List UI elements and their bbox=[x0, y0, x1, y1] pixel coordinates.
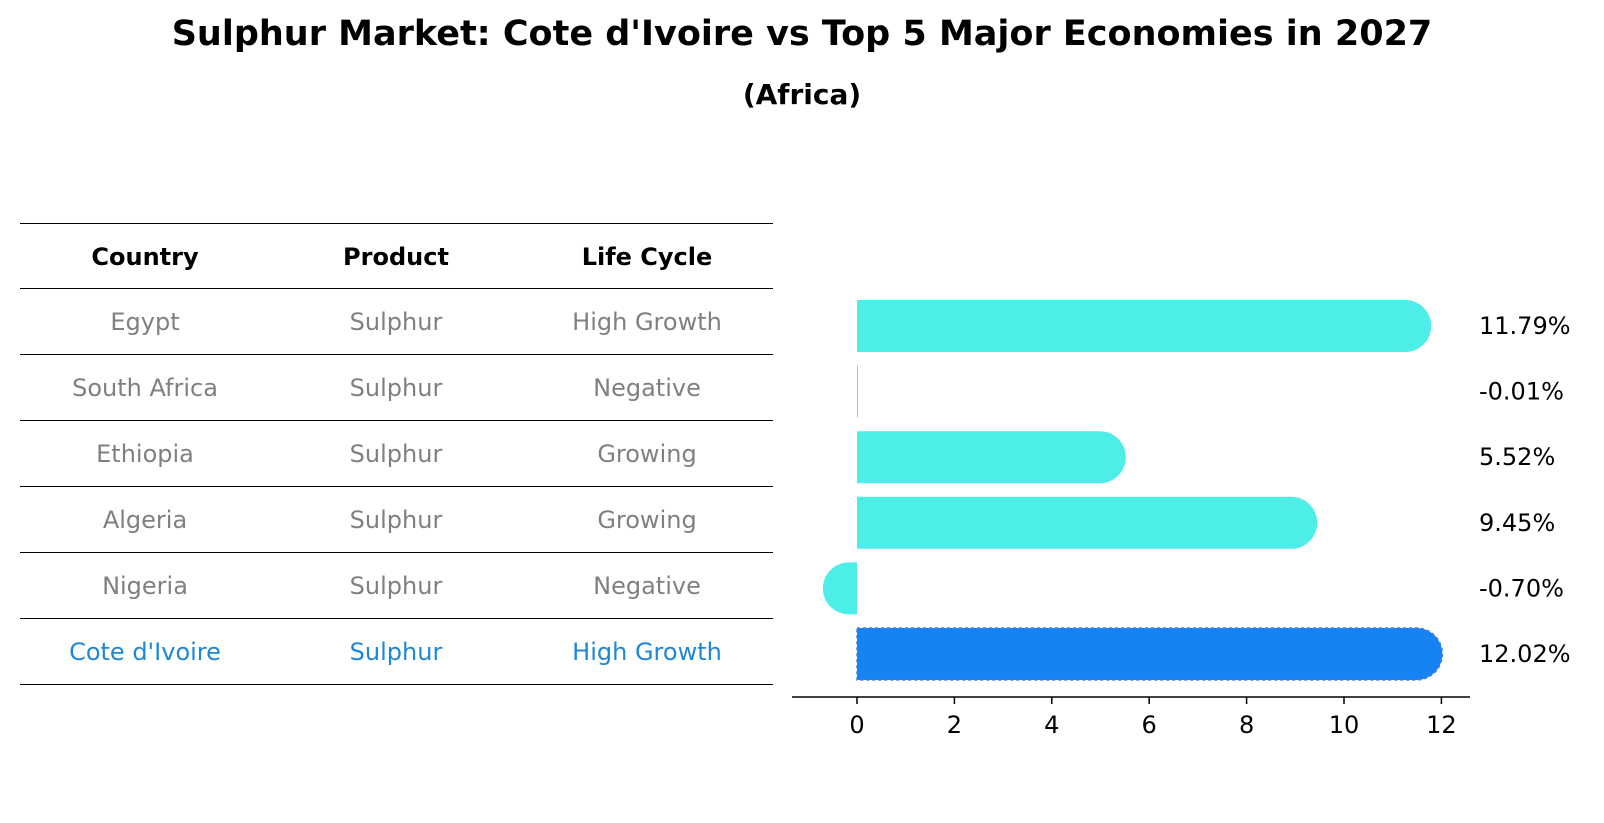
data-label: 11.79% bbox=[1479, 312, 1571, 340]
cell-country: Egypt bbox=[110, 308, 180, 336]
x-tick-label: 0 bbox=[849, 711, 864, 739]
comparison-table: Country Product Life Cycle Egypt Sulphur… bbox=[20, 223, 773, 685]
header-life-cycle: Life Cycle bbox=[581, 243, 713, 271]
data-label: 5.52% bbox=[1479, 443, 1555, 471]
cell-life-cycle: High Growth bbox=[572, 638, 722, 666]
cell-product: Sulphur bbox=[349, 506, 443, 534]
header-product: Product bbox=[343, 243, 449, 271]
x-tick-label: 8 bbox=[1239, 711, 1254, 739]
cell-life-cycle: Growing bbox=[597, 506, 697, 534]
cell-life-cycle: Negative bbox=[593, 374, 701, 402]
chart-subtitle: (Africa) bbox=[742, 78, 862, 111]
cell-product: Sulphur bbox=[349, 374, 443, 402]
bar bbox=[857, 300, 1432, 352]
table-row-highlighted: Cote d'Ivoire Sulphur High Growth bbox=[20, 619, 773, 685]
cell-country: Algeria bbox=[102, 506, 188, 534]
table-row: Algeria Sulphur Growing bbox=[20, 487, 773, 553]
cell-country: Nigeria bbox=[102, 572, 188, 600]
cell-country: South Africa bbox=[72, 374, 218, 402]
cell-life-cycle: High Growth bbox=[572, 308, 722, 336]
cell-product: Sulphur bbox=[349, 440, 443, 468]
x-tick-label: 4 bbox=[1044, 711, 1059, 739]
bar-highlighted bbox=[856, 627, 1444, 681]
data-label: 12.02% bbox=[1479, 640, 1571, 668]
table-header-row: Country Product Life Cycle bbox=[20, 223, 773, 289]
cell-product: Sulphur bbox=[349, 638, 443, 666]
data-label: 9.45% bbox=[1479, 509, 1555, 537]
chart-title: Sulphur Market: Cote d'Ivoire vs Top 5 M… bbox=[171, 14, 1433, 54]
cell-life-cycle: Negative bbox=[593, 572, 701, 600]
x-tick-label: 2 bbox=[947, 711, 962, 739]
header-country: Country bbox=[91, 243, 199, 271]
cell-product: Sulphur bbox=[349, 572, 443, 600]
table-row: Egypt Sulphur High Growth bbox=[20, 289, 773, 355]
table-row: South Africa Sulphur Negative bbox=[20, 355, 773, 421]
data-label: -0.70% bbox=[1479, 574, 1564, 602]
bar bbox=[822, 562, 857, 615]
cell-country: Cote d'Ivoire bbox=[69, 638, 221, 666]
cell-life-cycle: Growing bbox=[597, 440, 697, 468]
bar bbox=[857, 496, 1318, 549]
data-label: -0.01% bbox=[1479, 378, 1564, 406]
cell-country: Ethiopia bbox=[96, 440, 194, 468]
table-row: Ethiopia Sulphur Growing bbox=[20, 421, 773, 487]
cell-product: Sulphur bbox=[349, 308, 443, 336]
bar bbox=[857, 431, 1126, 484]
bar bbox=[857, 365, 858, 418]
x-tick-label: 10 bbox=[1329, 711, 1360, 739]
x-tick-label: 12 bbox=[1426, 711, 1457, 739]
table-row: Nigeria Sulphur Negative bbox=[20, 553, 773, 619]
x-tick-label: 6 bbox=[1142, 711, 1157, 739]
